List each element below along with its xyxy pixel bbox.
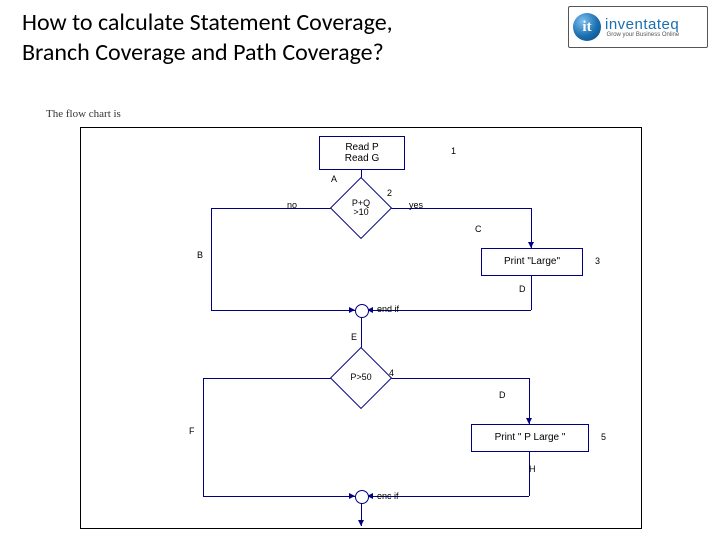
flow-node-process: Print "Large" [481,248,583,276]
flow-label: end if [377,304,399,314]
edge-segment [211,208,212,310]
logo-icon: it [573,13,601,41]
flow-label: 1 [451,146,456,156]
flow-label: 4 [389,368,394,378]
slide-title: How to calculate Statement Coverage, Bra… [22,8,462,68]
logo-text: inventateq [605,17,679,32]
flow-label: C [475,224,482,234]
flow-node-decision: P+Q>10 [339,186,383,230]
edge-segment [531,274,532,310]
slide-root: { "title": "How to calculate Statement C… [0,0,720,540]
flow-label: 3 [595,256,600,266]
edge-segment [211,310,355,311]
flow-label: A [331,174,337,184]
flow-label: enc if [377,491,399,501]
flow-node-process: Print " P Large " [471,424,589,452]
diagram-caption: The flow chart is [46,108,121,120]
flow-label: 5 [601,432,606,442]
edge-segment [203,496,355,497]
flow-label: no [287,200,297,210]
flow-node-merge [355,490,369,504]
flow-label: H [529,464,536,474]
logo: it inventateq Grow your Business Online [568,6,708,48]
flow-node-process: Read PRead G [319,136,405,170]
logo-tagline: Grow your Business Online [605,32,679,38]
edge-segment [203,378,204,496]
flowchart-frame: Read PRead G P+Q>10 Print "Large" P>50 Print… [80,127,642,529]
edge-segment [211,208,339,209]
flow-node-merge [355,304,369,318]
flow-label: D [499,390,506,400]
flow-label: 2 [387,188,392,198]
flow-label: yes [409,200,423,210]
flow-node-decision: P>50 [339,356,383,400]
edge-arrow [358,520,364,526]
flowchart: Read PRead G P+Q>10 Print "Large" P>50 Print… [81,128,641,528]
flow-label: B [197,250,203,260]
flow-label: E [351,332,357,342]
edge-segment [203,378,339,379]
logo-text-wrap: inventateq Grow your Business Online [605,17,679,38]
edge-segment [383,378,529,379]
edge-segment [383,208,531,209]
flow-label: D [519,284,526,294]
flow-label: F [189,426,195,436]
